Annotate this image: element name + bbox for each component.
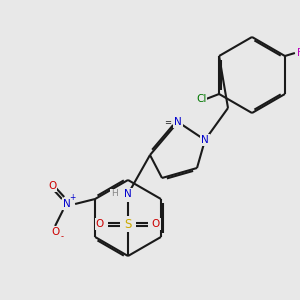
Text: O: O — [152, 219, 160, 229]
Text: -: - — [61, 232, 64, 242]
Text: N: N — [174, 117, 182, 127]
Text: N: N — [124, 189, 132, 199]
Text: O: O — [96, 219, 104, 229]
Text: N: N — [201, 135, 209, 145]
Text: F: F — [297, 48, 300, 58]
Text: S: S — [124, 218, 132, 230]
Text: =: = — [164, 118, 172, 127]
Text: O: O — [51, 227, 59, 237]
Text: O: O — [48, 181, 56, 191]
Text: H: H — [111, 190, 117, 199]
Text: +: + — [69, 193, 75, 202]
Text: Cl: Cl — [196, 94, 206, 104]
Text: N: N — [63, 199, 71, 209]
